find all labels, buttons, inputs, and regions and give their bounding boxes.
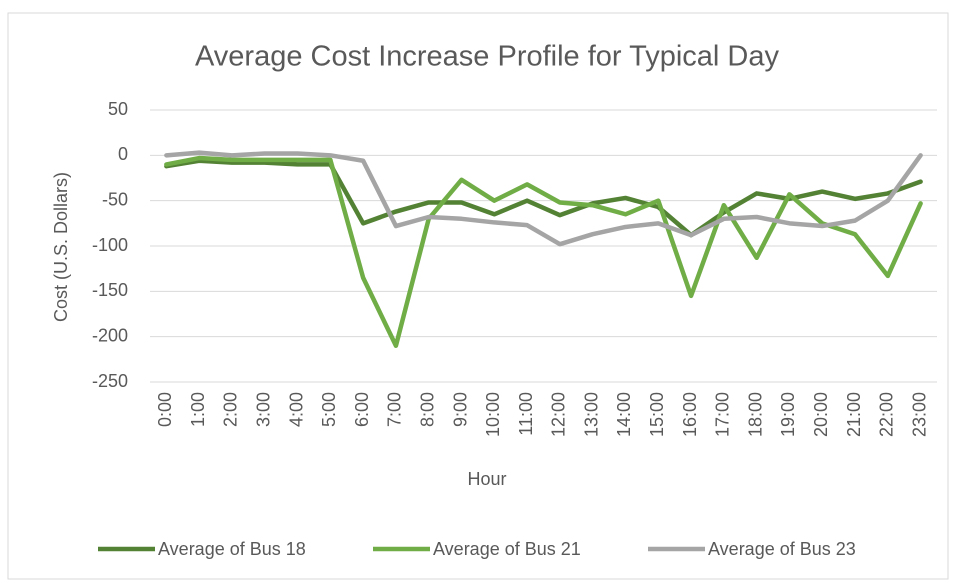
x-tick-label: 6:00 xyxy=(352,392,372,427)
y-axis-title: Cost (U.S. Dollars) xyxy=(51,172,71,322)
x-tick-label: 20:00 xyxy=(811,392,831,437)
x-tick-label: 7:00 xyxy=(385,392,405,427)
x-tick-label: 23:00 xyxy=(909,392,929,437)
x-tick-label: 1:00 xyxy=(188,392,208,427)
x-tick-label: 19:00 xyxy=(778,392,798,437)
y-tick-label: -250 xyxy=(92,371,128,391)
x-tick-label: 3:00 xyxy=(254,392,274,427)
x-tick-label: 5:00 xyxy=(319,392,339,427)
x-tick-label: 4:00 xyxy=(286,392,306,427)
y-tick-label: -50 xyxy=(102,189,128,209)
legend-label: Average of Bus 21 xyxy=(433,539,581,559)
x-tick-label: 9:00 xyxy=(450,392,470,427)
x-tick-label: 22:00 xyxy=(877,392,897,437)
x-tick-label: 16:00 xyxy=(680,392,700,437)
x-tick-label: 12:00 xyxy=(549,392,569,437)
x-tick-label: 17:00 xyxy=(713,392,733,437)
y-tick-label: -150 xyxy=(92,280,128,300)
x-tick-label: 8:00 xyxy=(417,392,437,427)
x-tick-label: 10:00 xyxy=(483,392,503,437)
series-line xyxy=(164,155,923,348)
chart-border xyxy=(7,12,949,580)
y-tick-label: -200 xyxy=(92,325,128,345)
chart-title: Average Cost Increase Profile for Typica… xyxy=(195,41,780,73)
x-tick-label: 15:00 xyxy=(647,392,667,437)
x-axis-title: Hour xyxy=(467,469,506,489)
y-tick-label: 50 xyxy=(108,99,128,119)
x-tick-label: 14:00 xyxy=(614,392,634,437)
x-tick-label: 13:00 xyxy=(581,392,601,437)
series-line xyxy=(164,150,923,247)
x-tick-label: 0:00 xyxy=(155,392,175,427)
x-tick-label: 21:00 xyxy=(844,392,864,437)
x-tick-label: 2:00 xyxy=(221,392,241,427)
legend-label: Average of Bus 23 xyxy=(708,539,856,559)
y-tick-label: 0 xyxy=(118,144,128,164)
y-tick-label: -100 xyxy=(92,235,128,255)
x-tick-label: 18:00 xyxy=(745,392,765,437)
legend-label: Average of Bus 18 xyxy=(158,539,306,559)
x-tick-label: 11:00 xyxy=(516,392,536,436)
